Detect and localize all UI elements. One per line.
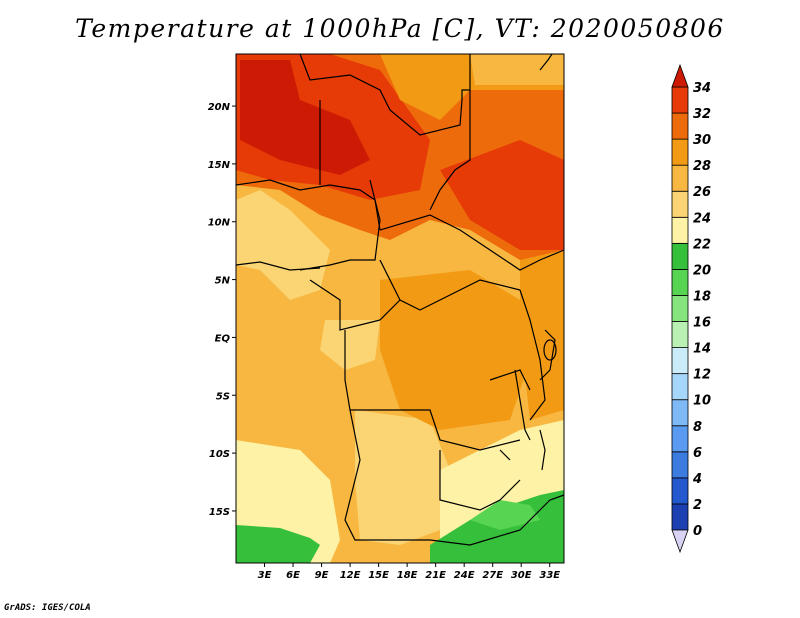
colorbar-label: 4 <box>692 472 702 487</box>
colorbar-box <box>671 477 689 505</box>
sudan-hot-region <box>440 140 564 250</box>
lon-tick-label: 24E <box>454 570 475 581</box>
colorbar-label: 8 <box>693 420 702 435</box>
colorbar-label: 12 <box>693 368 711 383</box>
colorbar-label: 22 <box>693 237 711 252</box>
lon-tick-label: 15E <box>368 570 389 581</box>
egypt-warm-region <box>470 54 564 85</box>
red-sea-coast <box>539 53 553 71</box>
lat-tick-label: 10N <box>208 218 231 229</box>
angola-plateau <box>355 410 450 545</box>
country-borders <box>235 53 565 546</box>
colorbar-box <box>671 373 689 401</box>
colorbar-box <box>671 190 689 218</box>
colorbar-box <box>671 451 689 479</box>
latitude-axis: 20N 15N 10N 5N EQ 5S 10S 15S <box>208 102 236 518</box>
lat-tick-label: 10S <box>209 449 230 460</box>
gabon-cool-region <box>320 320 380 370</box>
colorbar-over-triangle <box>671 63 689 88</box>
lon-tick-label: 18E <box>397 570 418 581</box>
colorbar-box <box>671 425 689 453</box>
colorbar-box <box>671 269 689 296</box>
congo-basin-warm <box>380 270 530 430</box>
lat-tick-label: 20N <box>208 102 231 113</box>
lat-tick-label: 5S <box>216 391 230 402</box>
lon-tick-label: 27E <box>482 570 503 581</box>
colorbar-box <box>671 216 689 244</box>
colorbar-label: 30 <box>693 133 711 148</box>
colorbar-label: 14 <box>693 342 711 357</box>
lon-tick-label: 12E <box>340 570 361 581</box>
colorbar-box <box>671 138 689 166</box>
lat-tick-label: 15S <box>209 507 230 518</box>
colorbar-label: 0 <box>693 524 702 539</box>
lat-tick-label: 5N <box>215 276 231 287</box>
colorbar-label: 24 <box>693 211 711 226</box>
map-panel <box>235 53 565 564</box>
lon-tick-label: 30E <box>511 570 532 581</box>
credit-text: GrADS: IGES/COLA <box>4 603 91 613</box>
map-frame <box>235 53 565 564</box>
lon-tick-label: 9E <box>315 570 329 581</box>
colorbar-box <box>671 164 689 192</box>
colorbar-box <box>671 321 689 348</box>
colorbar-box <box>671 86 689 114</box>
colorbar-label: 6 <box>693 446 702 461</box>
cool-region-southeast-light <box>470 500 540 530</box>
colorbar-label: 34 <box>693 81 711 96</box>
map-title: Temperature at 1000hPa [C], VT: 20200508… <box>75 14 725 43</box>
longitude-axis: 3E 6E 9E 12E 15E 18E 21E 24E 27E 30E 33E <box>258 563 560 581</box>
lat-tick-label: EQ <box>215 333 231 344</box>
cool-region-southwest <box>236 525 320 563</box>
colorbar-label: 18 <box>693 289 711 304</box>
colorbar-box <box>671 399 689 427</box>
colorbar-label: 10 <box>693 394 711 409</box>
sahara-core-region <box>240 60 370 175</box>
lat-tick-label: 15N <box>208 160 231 171</box>
lakes <box>499 339 557 471</box>
light-yellow-region-coast <box>236 190 330 300</box>
lon-tick-label: 3E <box>258 570 272 581</box>
colorbar-label: 32 <box>693 107 711 122</box>
colorbar-label: 28 <box>693 159 711 174</box>
colorbar-box <box>671 242 689 270</box>
lon-tick-label: 6E <box>286 570 300 581</box>
colorbar-label: 2 <box>693 498 702 513</box>
lon-tick-label: 33E <box>539 570 560 581</box>
colorbar-box <box>671 112 689 140</box>
colorbar-label: 20 <box>693 263 711 278</box>
colorbar-boxes <box>671 63 689 554</box>
colorbar-box <box>671 503 689 531</box>
colorbar-under-triangle <box>671 529 689 554</box>
colorbar-label: 26 <box>693 185 711 200</box>
lon-tick-label: 21E <box>425 570 446 581</box>
east-africa-warm <box>520 220 564 420</box>
colorbar-box <box>671 295 689 322</box>
colorbar-box <box>671 347 689 375</box>
colorbar-label: 16 <box>693 316 711 331</box>
